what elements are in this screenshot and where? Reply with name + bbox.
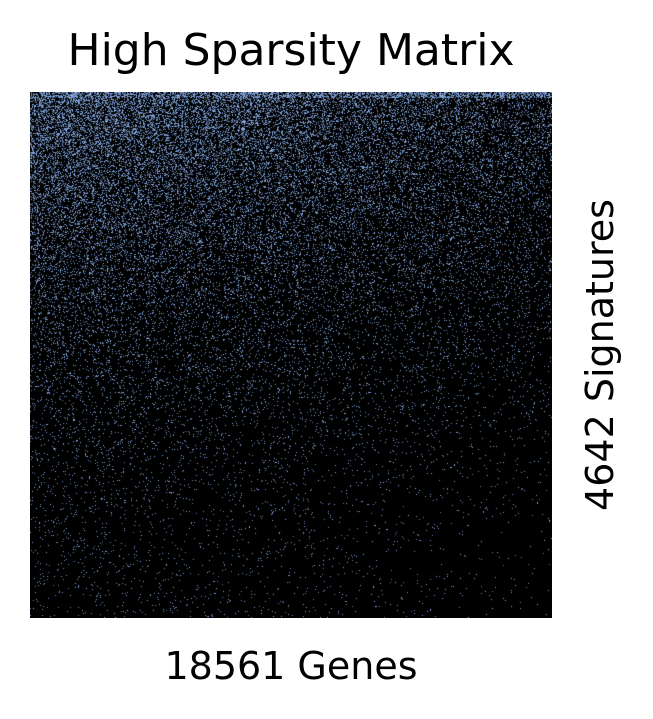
sparsity-matrix [30, 92, 552, 618]
y-axis-label: 4642 Signatures [578, 199, 622, 511]
x-axis-label: 18561 Genes [164, 644, 418, 688]
chart-title: High Sparsity Matrix [67, 25, 515, 76]
matrix-heatmap-canvas [30, 92, 552, 618]
